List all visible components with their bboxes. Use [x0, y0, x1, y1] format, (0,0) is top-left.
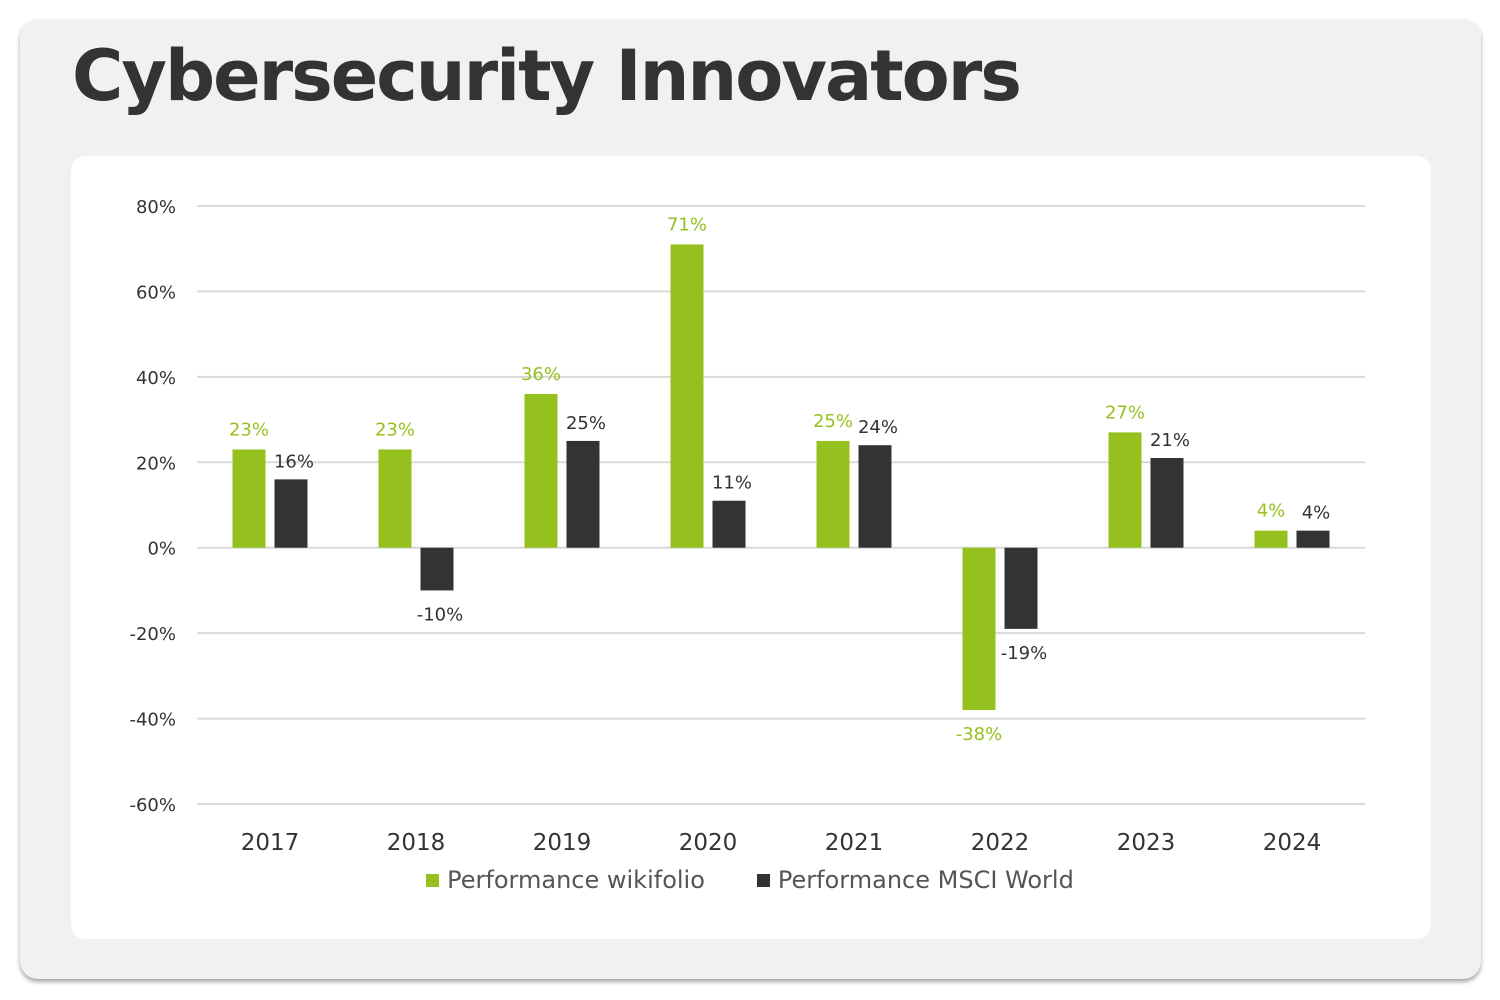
- legend-item-msci: Performance MSCI World: [756, 866, 1074, 894]
- y-tick-label: 80%: [136, 197, 176, 218]
- y-tick-label: 20%: [136, 453, 176, 474]
- bar-msci: [1296, 530, 1330, 548]
- bar-msci: [858, 445, 892, 548]
- data-label-wikifolio: -38%: [956, 724, 1003, 745]
- data-label-wikifolio: 27%: [1105, 402, 1145, 423]
- bar-msci: [712, 500, 746, 548]
- x-tick-label: 2022: [971, 830, 1030, 856]
- data-label-msci: 21%: [1150, 430, 1190, 451]
- legend: Performance wikifolio Performance MSCI W…: [0, 866, 1500, 894]
- legend-swatch-msci: [756, 873, 770, 887]
- bar-msci: [566, 440, 600, 548]
- chart-title: Cybersecurity Innovators: [72, 35, 1022, 117]
- bar-wikifolio: [962, 547, 996, 711]
- x-tick-label: 2020: [679, 830, 738, 856]
- legend-item-wikifolio: Performance wikifolio: [426, 866, 705, 894]
- data-label-wikifolio: 71%: [667, 214, 707, 235]
- data-label-msci: 25%: [566, 413, 606, 434]
- data-label-msci: 24%: [858, 417, 898, 438]
- data-label-wikifolio: 36%: [521, 364, 561, 385]
- x-tick-label: 2023: [1117, 830, 1176, 856]
- legend-swatch-wikifolio: [426, 873, 440, 887]
- data-label-msci: -19%: [1001, 643, 1048, 664]
- bar-wikifolio: [378, 449, 412, 548]
- x-tick-label: 2019: [533, 830, 592, 856]
- bar-wikifolio: [1108, 432, 1142, 548]
- data-label-msci: 11%: [712, 473, 752, 494]
- bar-msci: [1150, 458, 1184, 548]
- y-tick-label: -60%: [129, 795, 176, 816]
- legend-label-msci: Performance MSCI World: [777, 866, 1074, 894]
- bar-msci: [420, 547, 454, 591]
- data-label-msci: 16%: [274, 451, 314, 472]
- bar-wikifolio: [670, 244, 704, 548]
- y-tick-label: 60%: [136, 282, 176, 303]
- data-label-wikifolio: 23%: [375, 419, 415, 440]
- data-label-wikifolio: 25%: [813, 411, 853, 432]
- x-tick-label: 2018: [387, 830, 446, 856]
- bar-msci: [1004, 547, 1038, 629]
- data-label-msci: 4%: [1302, 503, 1331, 524]
- bar-msci: [274, 479, 308, 548]
- data-label-msci: -10%: [417, 604, 464, 625]
- x-tick-label: 2017: [241, 830, 300, 856]
- bar-wikifolio: [232, 449, 266, 548]
- bar-wikifolio: [816, 440, 850, 548]
- data-label-wikifolio: 4%: [1257, 501, 1286, 522]
- y-tick-label: -40%: [129, 710, 176, 731]
- y-tick-label: 40%: [136, 368, 176, 389]
- bar-wikifolio: [524, 393, 558, 548]
- x-tick-label: 2021: [825, 830, 884, 856]
- legend-label-wikifolio: Performance wikifolio: [447, 866, 705, 894]
- x-tick-label: 2024: [1263, 830, 1322, 856]
- data-label-wikifolio: 23%: [229, 419, 269, 440]
- bar-wikifolio: [1254, 530, 1288, 548]
- y-tick-label: -20%: [129, 624, 176, 645]
- y-tick-label: 0%: [147, 539, 176, 560]
